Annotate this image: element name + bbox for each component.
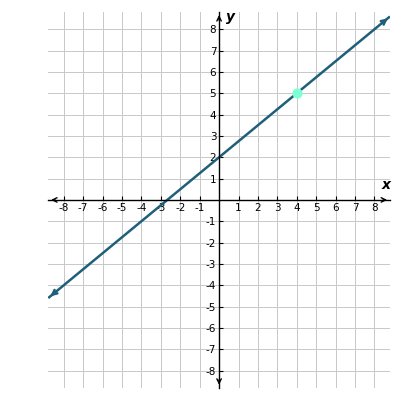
Point	[293, 90, 299, 97]
Text: x: x	[381, 178, 390, 193]
Text: y: y	[225, 9, 234, 24]
